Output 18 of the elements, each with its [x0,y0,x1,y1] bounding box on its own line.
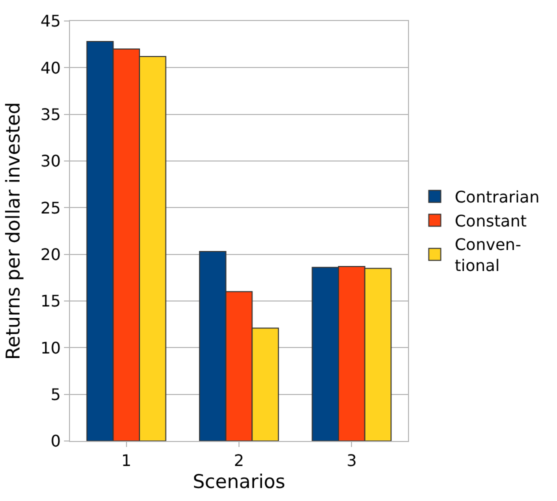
y-tick-label: 45 [40,12,61,31]
y-tick-label: 40 [40,58,61,78]
y-tick-label: 10 [40,338,61,358]
y-tick-label: 25 [40,198,61,218]
y-tick-label: 20 [40,244,61,264]
legend-label: Conven- tional [454,235,522,276]
y-tick-label: 0 [50,432,61,451]
x-axis-title: Scenarios [192,471,286,493]
x-tick-label: 1 [121,451,132,470]
y-axis-title: Returns per dollar invested [2,102,24,360]
y-tick-label: 30 [40,152,61,171]
y-tick-label: 15 [40,292,61,311]
legend-label: Contrarian [454,188,540,207]
y-tick-label: 35 [40,104,61,124]
y-tick-label: 5 [50,384,61,404]
x-tick-label: 3 [346,451,357,470]
x-tick-label: 2 [234,451,244,470]
legend-label: Constant [454,211,527,230]
